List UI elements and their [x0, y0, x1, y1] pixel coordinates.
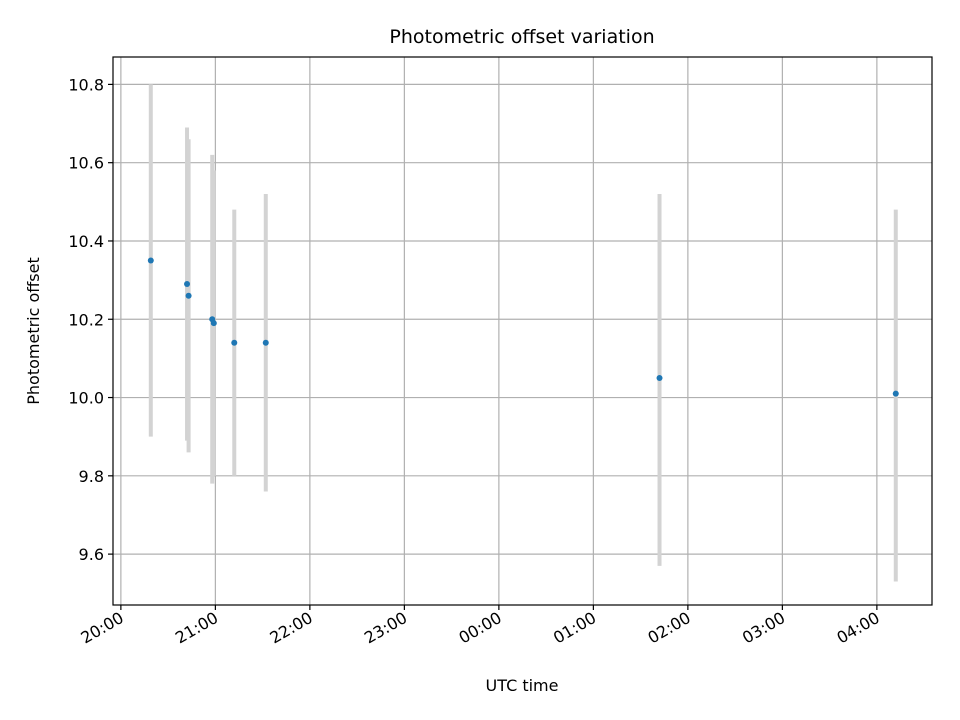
data-point — [892, 390, 899, 397]
y-tick-label: 10.0 — [68, 389, 104, 408]
data-point — [185, 292, 192, 299]
data-point — [656, 374, 663, 381]
plot-frame — [112, 56, 933, 606]
y-tick-label: 10.4 — [68, 232, 104, 251]
data-points — [147, 257, 899, 397]
data-point — [231, 339, 238, 346]
data-point — [147, 257, 154, 264]
y-axis: 9.6 9.8 10.0 10.2 10.4 10.6 10.8 — [68, 75, 113, 564]
y-tick-label: 10.6 — [68, 154, 104, 173]
x-axis-label: UTC time — [486, 676, 559, 695]
data-point — [262, 339, 269, 346]
y-axis-label: Photometric offset — [24, 257, 43, 405]
y-tick-label: 10.2 — [68, 310, 104, 329]
data-point — [184, 281, 191, 288]
y-tick-label: 9.6 — [79, 545, 104, 564]
grid — [113, 57, 932, 605]
chart-title: Photometric offset variation — [389, 26, 654, 48]
y-tick-label: 9.8 — [79, 467, 104, 486]
y-tick-label: 10.8 — [68, 75, 104, 94]
data-point — [210, 320, 217, 327]
